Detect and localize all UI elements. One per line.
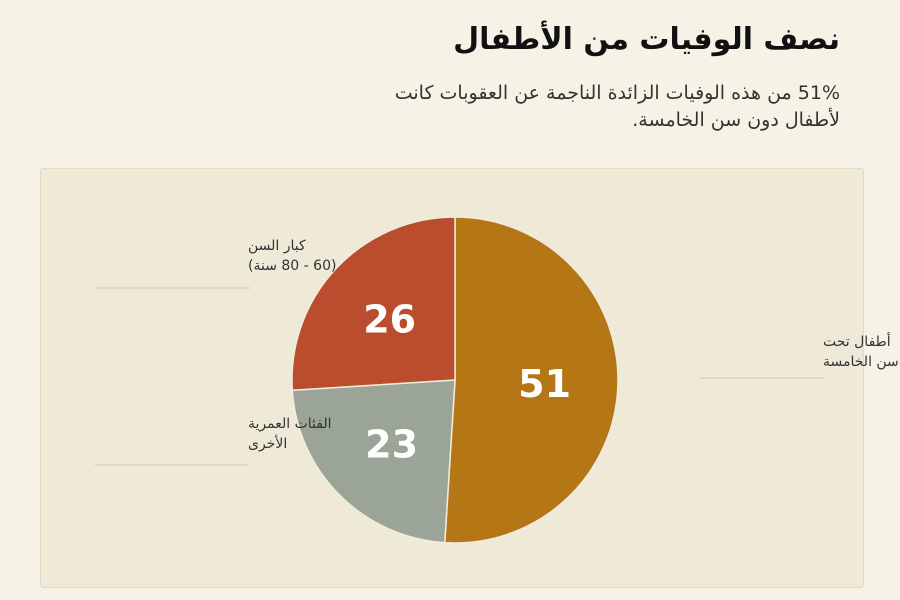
slice-category-label: أطفال تحت: [823, 332, 891, 350]
slice-category-label: (60 - 80 سنة): [248, 258, 336, 274]
pie-slice: [443, 216, 619, 544]
pie-slice: [291, 216, 456, 392]
slice-value-label: 23: [365, 422, 418, 466]
chart-title: نصف الوفيات من الأطفال: [453, 22, 840, 57]
chart-subtitle: 51% من هذه الوفيات الزائدة الناجمة عن ال…: [394, 82, 840, 131]
slice-category-label: كبار السن: [248, 238, 306, 254]
pie-slice: [291, 379, 456, 544]
slice-value-label: 51: [518, 362, 571, 406]
slice-category-label: الفئات العمرية: [248, 416, 332, 432]
slice-value-label: 26: [363, 298, 416, 342]
slice-category-label: سن الخامسة: [823, 354, 899, 370]
slice-category-label: الأخرى: [248, 434, 287, 452]
